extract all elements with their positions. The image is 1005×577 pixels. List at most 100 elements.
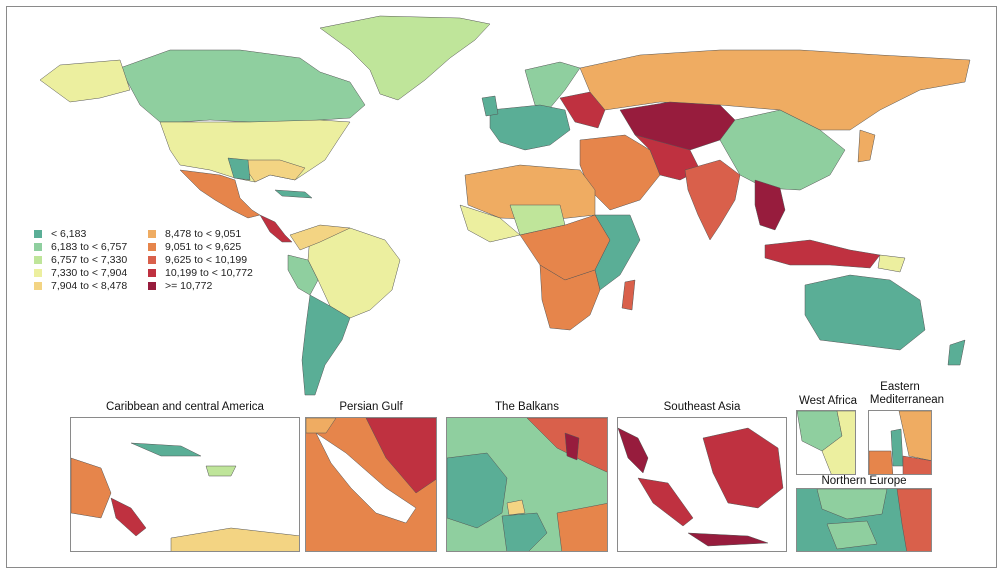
legend-item: 6,757 to < 7,330	[34, 254, 127, 266]
region-alaska	[39, 59, 131, 103]
world-choropleth-map	[39, 15, 971, 396]
inset-title-eastern-med-line1: Eastern	[880, 381, 920, 393]
region-gulf-water	[315, 432, 417, 524]
region-east-africa	[594, 214, 641, 291]
legend-swatch	[148, 269, 156, 277]
inset-title-eastern-med-line2: Mediterranean	[869, 394, 945, 406]
region-eastern-europe	[559, 91, 606, 129]
region-uk	[481, 95, 499, 117]
region-baltics-inset	[896, 489, 931, 551]
region-png	[877, 254, 906, 273]
region-scandinavia	[524, 61, 581, 109]
region-greenland	[319, 15, 491, 101]
legend-swatch	[34, 230, 42, 238]
inset-title-southeast-asia: Southeast Asia	[663, 401, 741, 413]
region-greece-inset	[501, 512, 548, 551]
inset-eastern-med-map	[868, 410, 932, 475]
region-balkan-west-inset	[447, 452, 508, 529]
region-java-inset	[687, 532, 769, 547]
region-venezuela	[289, 224, 351, 251]
region-new-zealand	[947, 339, 966, 366]
legend-swatch	[34, 282, 42, 290]
legend-item: 10,199 to < 10,772	[148, 267, 253, 279]
inset-title-persian-gulf: Persian Gulf	[339, 401, 403, 413]
legend-item: 9,051 to < 9,625	[148, 241, 241, 253]
legend-item: < 6,183	[34, 228, 86, 240]
legend-item: >= 10,772	[148, 280, 212, 292]
legend-swatch	[34, 256, 42, 264]
region-chile-arg	[301, 294, 351, 396]
inset-title-balkans: The Balkans	[495, 401, 559, 413]
region-southeast-asia	[754, 179, 786, 231]
inset-title-west-africa: West Africa	[799, 395, 857, 407]
legend-label: 6,757 to < 7,330	[51, 254, 128, 266]
region-mexico-inset	[71, 457, 112, 519]
region-usa-south	[239, 159, 306, 183]
region-west-africa	[459, 204, 521, 243]
region-jordan-inset	[902, 455, 931, 474]
legend-swatch	[34, 269, 42, 277]
region-iran-inset	[365, 418, 436, 494]
legend-label: 9,625 to < 10,199	[165, 254, 248, 266]
legend-item: 6,183 to < 6,757	[34, 241, 127, 253]
region-moldova-inset	[564, 432, 580, 461]
region-hispaniola-inset	[205, 465, 237, 477]
region-india	[684, 159, 741, 241]
region-western-europe	[489, 104, 571, 151]
region-china	[719, 109, 846, 191]
region-germany-inset	[826, 520, 878, 550]
legend: < 6,183 6,183 to < 6,757 6,757 to < 7,33…	[34, 228, 264, 300]
region-syria-inset	[898, 411, 931, 461]
region-cuba	[274, 189, 313, 199]
legend-item: 9,625 to < 10,199	[148, 254, 247, 266]
region-indonesia	[764, 239, 881, 269]
region-middle-east	[579, 134, 661, 211]
inset-balkans-map	[446, 417, 608, 552]
region-north-macedonia-inset	[506, 499, 526, 516]
legend-swatch	[34, 243, 42, 251]
legend-label: 7,330 to < 7,904	[51, 267, 128, 279]
legend-label: 6,183 to < 6,757	[51, 241, 128, 253]
region-australia	[804, 274, 926, 351]
legend-label: < 6,183	[51, 228, 87, 240]
region-israel-inset	[890, 428, 904, 467]
legend-item: 7,904 to < 8,478	[34, 280, 127, 292]
legend-label: >= 10,772	[165, 280, 213, 292]
region-south-america-inset	[170, 527, 299, 551]
legend-label: 8,478 to < 9,051	[165, 228, 242, 240]
legend-swatch	[148, 243, 156, 251]
region-central-america-inset	[110, 497, 147, 537]
legend-item: 8,478 to < 9,051	[148, 228, 241, 240]
legend-label: 10,199 to < 10,772	[165, 267, 253, 279]
legend-label: 9,051 to < 9,625	[165, 241, 242, 253]
region-cuba-inset	[130, 442, 202, 457]
legend-swatch	[148, 282, 156, 290]
region-central-america	[259, 214, 293, 243]
region-malay-peninsula-inset	[618, 427, 649, 474]
region-texas	[227, 157, 251, 181]
legend-swatch	[148, 230, 156, 238]
inset-southeast-asia-map	[617, 417, 787, 552]
inset-title-caribbean: Caribbean and central America	[106, 401, 264, 413]
inset-title-northern-europe: Northern Europe	[821, 475, 907, 487]
region-nordic-inset	[816, 489, 888, 520]
legend-item: 7,330 to < 7,904	[34, 267, 127, 279]
region-southern-africa	[539, 264, 601, 331]
inset-west-africa-map	[796, 410, 856, 475]
inset-persian-gulf-map	[305, 417, 437, 552]
legend-swatch	[148, 256, 156, 264]
region-canada	[119, 49, 366, 123]
region-iran-afg	[634, 134, 701, 181]
region-japan	[857, 129, 876, 163]
legend-label: 7,904 to < 8,478	[51, 280, 128, 292]
region-kuwait-inset	[306, 418, 337, 434]
inset-northern-europe-map	[796, 488, 932, 552]
region-madagascar	[621, 279, 636, 311]
region-sahel-inset	[821, 411, 855, 474]
region-borneo-inset	[702, 427, 784, 509]
region-sumatra-inset	[637, 477, 694, 527]
inset-caribbean-map	[70, 417, 300, 552]
region-russia	[579, 49, 971, 131]
region-egypt-inset	[869, 450, 894, 474]
region-turkey-inset	[556, 503, 607, 551]
